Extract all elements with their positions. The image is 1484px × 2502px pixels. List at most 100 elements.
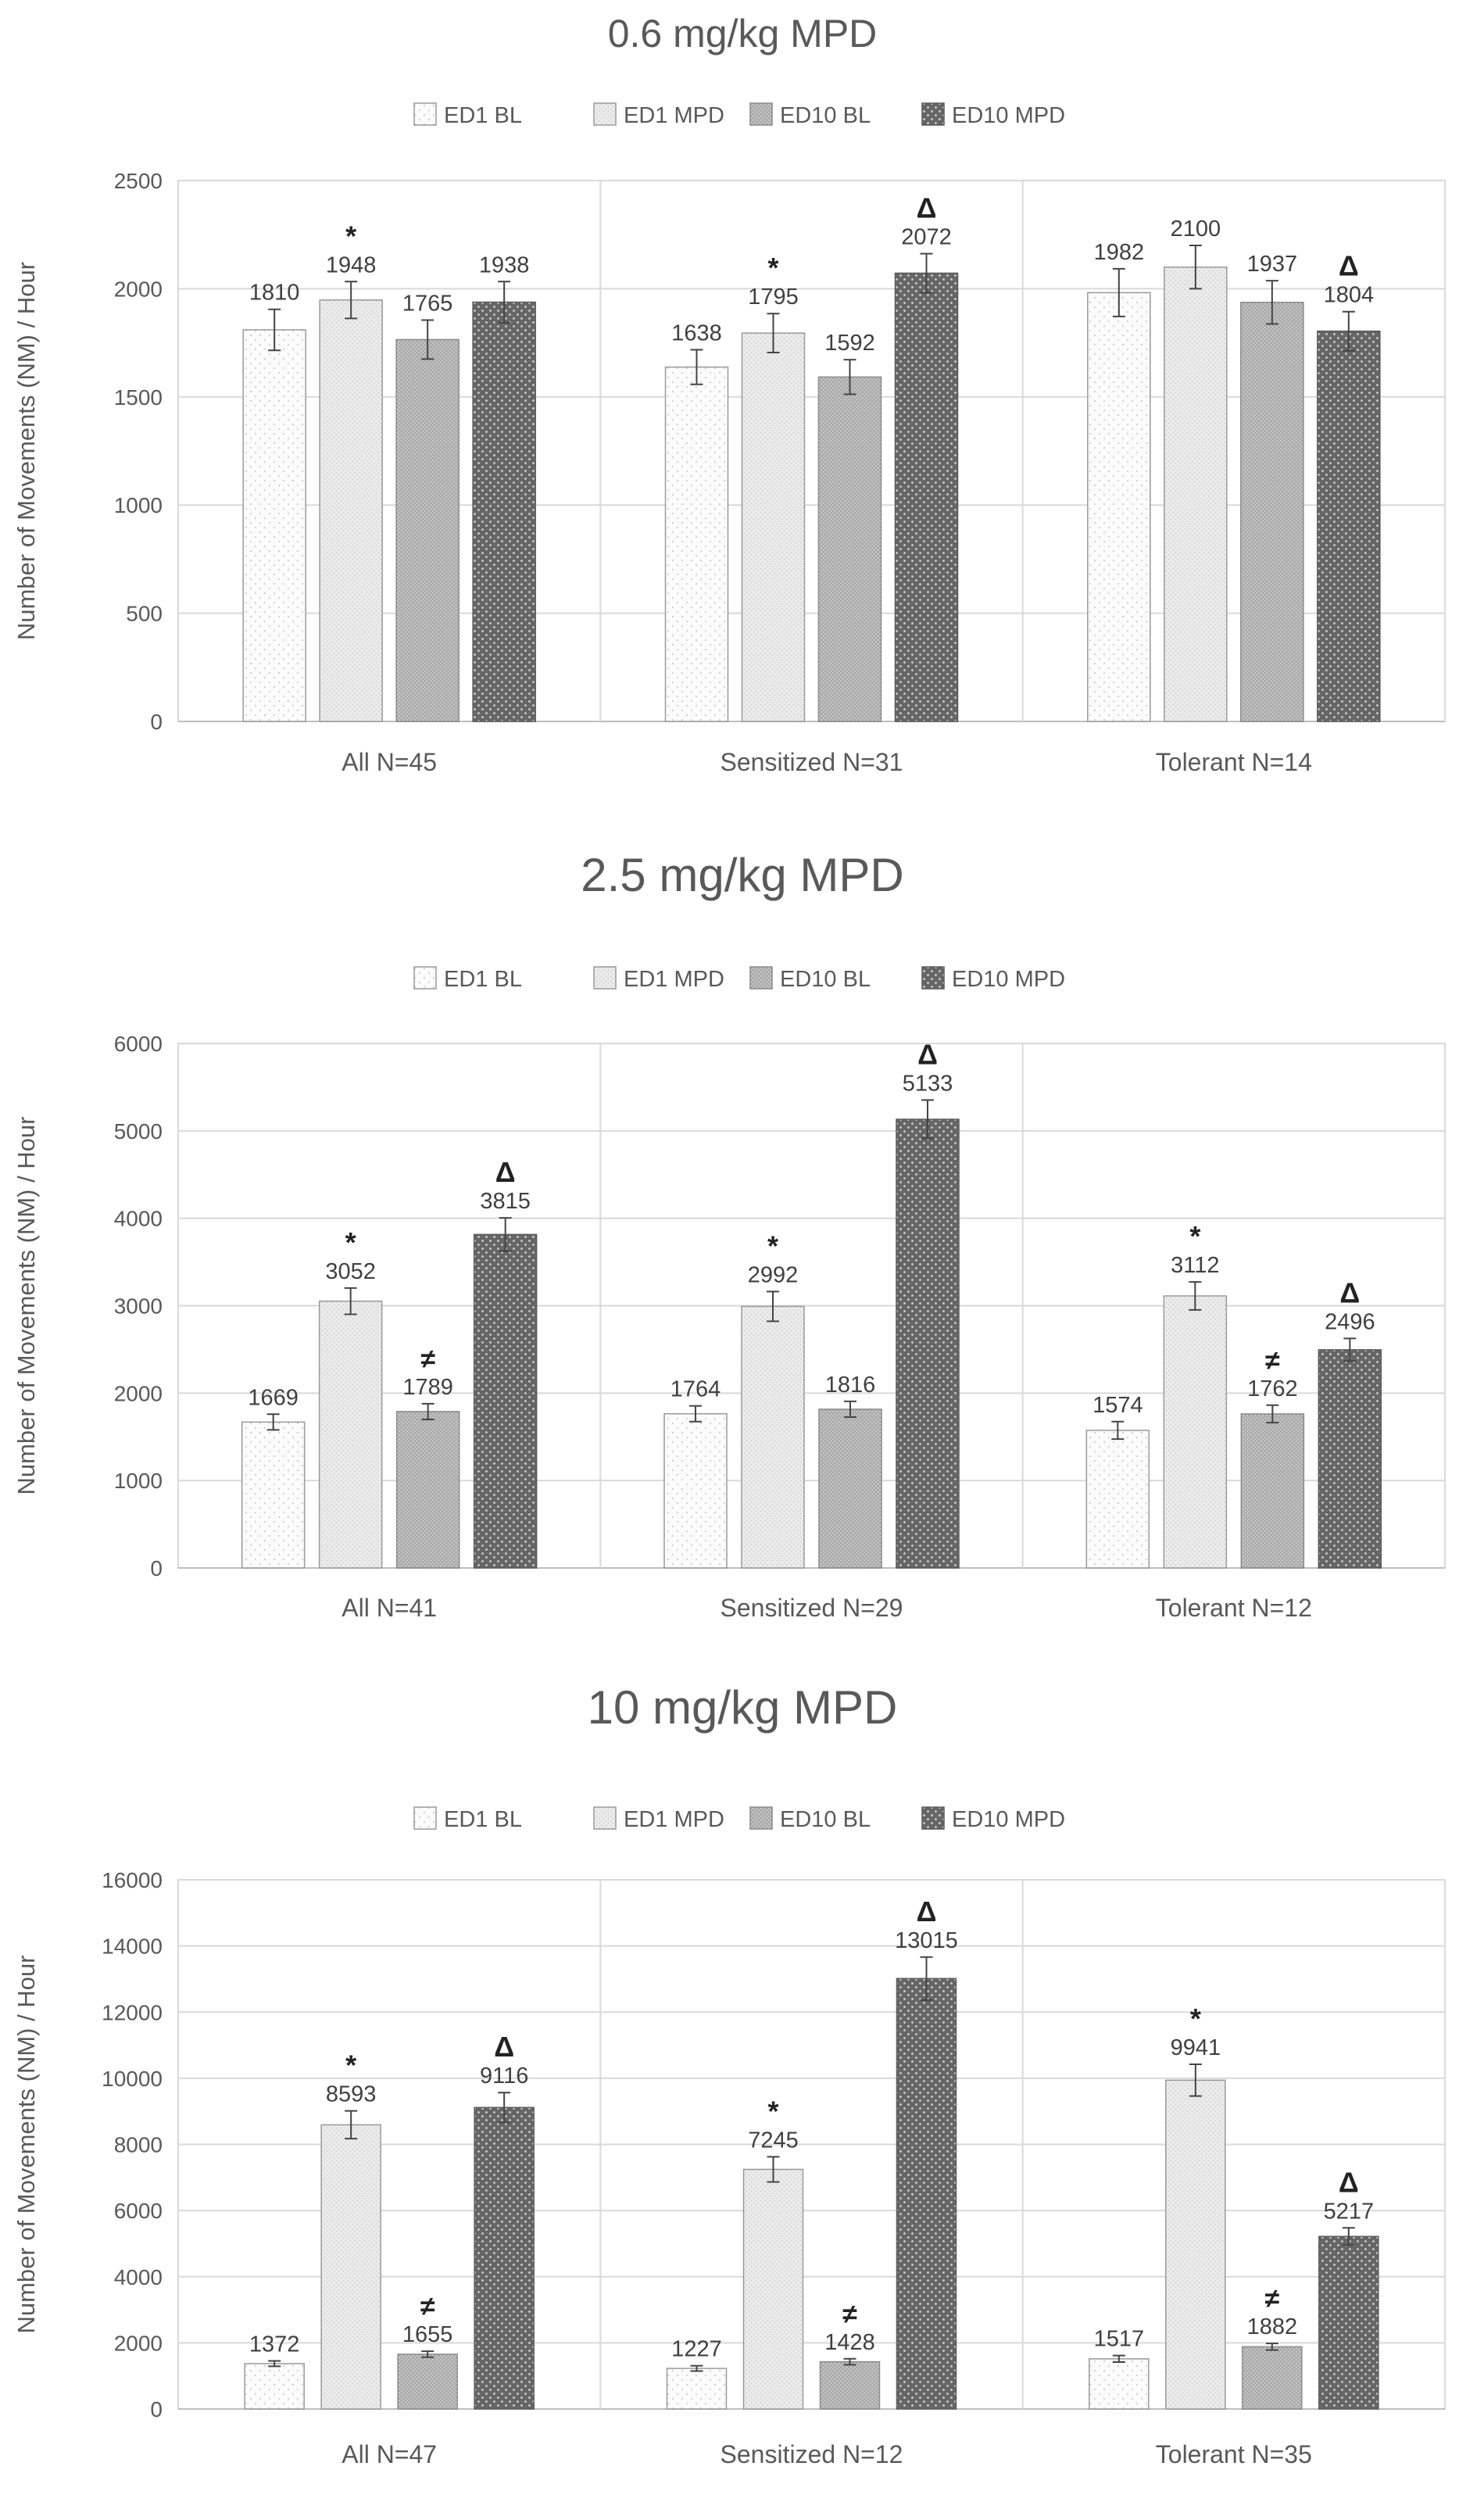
legend-label: ED1 MPD (624, 967, 724, 992)
x-category-label: All N=41 (341, 1594, 437, 1622)
y-tick-label: 4000 (114, 2265, 163, 2289)
significance-marker: ≠ (1265, 1346, 1280, 1376)
error-bar (843, 2357, 856, 2366)
data-label: 1795 (748, 285, 799, 310)
significance-marker: Δ (494, 2031, 514, 2063)
data-label: 1227 (671, 2337, 722, 2362)
data-label: 1937 (1247, 252, 1298, 277)
error-bar (498, 281, 511, 324)
data-label: 1592 (824, 331, 875, 356)
y-tick-label: 6000 (114, 2199, 163, 2223)
data-label: 1574 (1092, 1393, 1143, 1418)
y-tick-label: 0 (150, 710, 163, 734)
y-tick-label: 14000 (102, 1935, 163, 1959)
data-label: 5217 (1324, 2199, 1375, 2224)
bar (1242, 2346, 1303, 2410)
y-tick-label: 6000 (114, 1032, 163, 1056)
legend-label: ED10 MPD (952, 1807, 1065, 1832)
legend-label: ED1 MPD (624, 103, 724, 128)
x-category-label: Sensitized N=12 (721, 2440, 903, 2468)
y-tick-label: 2000 (114, 1381, 163, 1405)
error-bar (1343, 1337, 1357, 1362)
x-category-label: Tolerant N=12 (1156, 1594, 1312, 1622)
y-axis-label: Number of Movements (NM) / Hour (13, 1955, 40, 2333)
error-bar (1189, 2064, 1202, 2097)
y-tick-label: 2000 (114, 2331, 163, 2355)
legend-swatch (413, 966, 437, 990)
error-bar (1265, 2343, 1278, 2351)
legend-swatch (749, 966, 773, 990)
data-label: 3815 (480, 1189, 531, 1214)
error-bar (266, 1413, 280, 1431)
legend-swatch (921, 1806, 945, 1830)
legend-swatch (749, 102, 773, 126)
error-bar (1112, 2354, 1125, 2364)
bar (663, 1412, 728, 1569)
bar (741, 1305, 805, 1569)
y-tick-label: 12000 (102, 2000, 163, 2024)
error-bar (344, 1287, 357, 1315)
bar (1318, 2235, 1379, 2410)
bar (244, 2363, 305, 2410)
y-tick-label: 1000 (114, 493, 163, 517)
error-bar (690, 349, 703, 385)
bar (817, 376, 882, 722)
bar (819, 2361, 881, 2410)
y-tick-label: 16000 (102, 1868, 163, 1892)
y-tick-label: 2000 (114, 277, 163, 301)
y-tick-label: 10000 (102, 2067, 163, 2091)
y-tick-label: 0 (150, 2397, 163, 2421)
data-label: 9941 (1171, 2035, 1221, 2060)
y-tick-label: 1000 (114, 1469, 163, 1493)
bar (397, 2353, 458, 2410)
error-bar (921, 1099, 934, 1140)
significance-marker: * (345, 2049, 356, 2081)
error-bar (1189, 1281, 1202, 1311)
significance-marker: Δ (917, 1895, 937, 1928)
error-bar (345, 281, 358, 320)
bar (1085, 1430, 1150, 1569)
legend-label: ED1 MPD (624, 1807, 724, 1832)
legend: ED1 BL ED1 MPD ED10 BL ED10 MPD (413, 1806, 1065, 1832)
legend-swatch (593, 102, 617, 126)
legend-label: ED10 BL (780, 103, 871, 128)
chart-title: 0.6 mg/kg MPD (608, 12, 878, 55)
y-tick-label: 1500 (114, 385, 163, 410)
data-label: 1638 (671, 320, 722, 345)
error-bar (268, 308, 281, 352)
x-category-label: All N=45 (341, 748, 437, 776)
legend-label: ED1 BL (444, 967, 522, 992)
bar (894, 272, 959, 722)
x-category-label: Sensitized N=29 (721, 1594, 903, 1622)
data-label: 3112 (1171, 1253, 1219, 1278)
significance-marker: Δ (917, 1038, 938, 1070)
chart-title: 10 mg/kg MPD (588, 1681, 898, 1734)
x-category-label: Tolerant N=35 (1156, 2440, 1312, 2468)
error-bar (1342, 2227, 1355, 2246)
legend: ED1 BL ED1 MPD ED10 BL ED10 MPD (413, 102, 1065, 128)
bar (741, 332, 806, 722)
error-bar (1111, 1420, 1125, 1441)
bar (1317, 330, 1381, 722)
legend-label: ED10 BL (780, 967, 871, 992)
x-category-label: Tolerant N=14 (1156, 748, 1312, 776)
bar (318, 1300, 383, 1569)
legend: ED1 BL ED1 MPD ED10 BL ED10 MPD (413, 966, 1065, 992)
significance-marker: ≠ (1264, 2284, 1279, 2314)
y-tick-label: 3000 (114, 1294, 163, 1319)
significance-marker: * (1189, 1220, 1200, 1252)
data-label: 1948 (326, 252, 377, 277)
error-bar (421, 2350, 434, 2358)
legend-swatch (593, 1806, 617, 1830)
data-label: 1517 (1094, 2327, 1145, 2352)
error-bar (920, 252, 933, 294)
bar (1240, 302, 1304, 722)
data-label: 3052 (325, 1259, 376, 1284)
y-axis-label: Number of Movements (NM) / Hour (13, 262, 40, 640)
bar (896, 1978, 957, 2410)
bar (1163, 1295, 1228, 1569)
error-bar (844, 1400, 856, 1418)
legend-swatch (413, 1806, 437, 1830)
data-label: 13015 (895, 1928, 958, 1953)
